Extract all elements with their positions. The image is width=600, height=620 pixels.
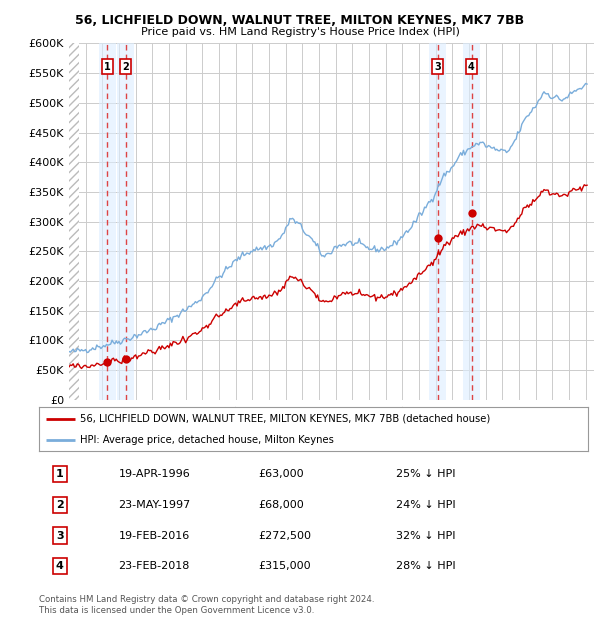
Text: HPI: Average price, detached house, Milton Keynes: HPI: Average price, detached house, Milt… bbox=[80, 435, 334, 445]
Text: 4: 4 bbox=[56, 561, 64, 571]
Text: 28% ↓ HPI: 28% ↓ HPI bbox=[396, 561, 455, 571]
Text: £272,500: £272,500 bbox=[259, 531, 311, 541]
Text: 2: 2 bbox=[56, 500, 64, 510]
Text: 3: 3 bbox=[434, 61, 441, 71]
Bar bbox=[118, 43, 134, 400]
Text: This data is licensed under the Open Government Licence v3.0.: This data is licensed under the Open Gov… bbox=[39, 606, 314, 616]
Text: 19-FEB-2016: 19-FEB-2016 bbox=[119, 531, 190, 541]
Text: 4: 4 bbox=[468, 61, 475, 71]
Bar bbox=[430, 43, 446, 400]
Bar bbox=[69, 43, 79, 400]
Text: £315,000: £315,000 bbox=[259, 561, 311, 571]
Text: 19-APR-1996: 19-APR-1996 bbox=[119, 469, 190, 479]
Text: 3: 3 bbox=[56, 531, 64, 541]
Text: Contains HM Land Registry data © Crown copyright and database right 2024.: Contains HM Land Registry data © Crown c… bbox=[39, 595, 374, 604]
Text: 56, LICHFIELD DOWN, WALNUT TREE, MILTON KEYNES, MK7 7BB: 56, LICHFIELD DOWN, WALNUT TREE, MILTON … bbox=[76, 14, 524, 27]
Bar bbox=[463, 43, 480, 400]
Text: 2: 2 bbox=[122, 61, 129, 71]
Text: 1: 1 bbox=[104, 61, 111, 71]
Text: 25% ↓ HPI: 25% ↓ HPI bbox=[396, 469, 455, 479]
Text: 23-FEB-2018: 23-FEB-2018 bbox=[119, 561, 190, 571]
Text: 24% ↓ HPI: 24% ↓ HPI bbox=[396, 500, 455, 510]
Text: Price paid vs. HM Land Registry's House Price Index (HPI): Price paid vs. HM Land Registry's House … bbox=[140, 27, 460, 37]
Text: 23-MAY-1997: 23-MAY-1997 bbox=[119, 500, 191, 510]
Text: £68,000: £68,000 bbox=[259, 500, 304, 510]
Text: 1: 1 bbox=[56, 469, 64, 479]
Text: 56, LICHFIELD DOWN, WALNUT TREE, MILTON KEYNES, MK7 7BB (detached house): 56, LICHFIELD DOWN, WALNUT TREE, MILTON … bbox=[80, 414, 490, 424]
Text: 32% ↓ HPI: 32% ↓ HPI bbox=[396, 531, 455, 541]
Text: £63,000: £63,000 bbox=[259, 469, 304, 479]
Bar bbox=[99, 43, 116, 400]
